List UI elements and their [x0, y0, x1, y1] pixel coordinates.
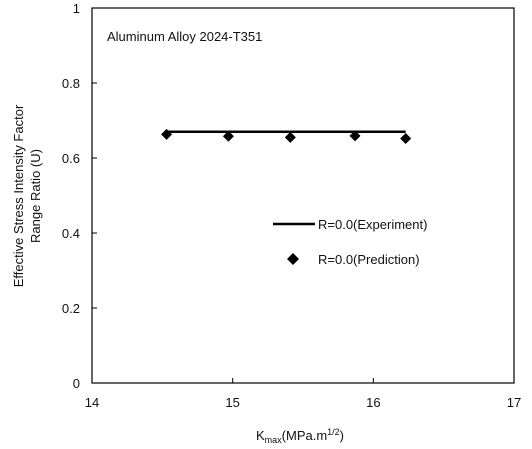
x-tick-label: 14: [85, 395, 99, 410]
legend-label-experiment: R=0.0(Experiment): [318, 217, 427, 232]
data-point-prediction: [349, 130, 361, 142]
y-tick-label: 0.8: [62, 76, 80, 91]
y-tick-label: 0: [73, 376, 80, 391]
x-axis-title-middle: (MPa.m: [282, 428, 328, 443]
y-tick-label: 0.6: [62, 151, 80, 166]
x-tick-label: 17: [507, 395, 521, 410]
legend: R=0.0(Experiment) R=0.0(Prediction): [273, 217, 427, 267]
data-point-prediction: [161, 128, 173, 140]
series-layer: [161, 128, 412, 144]
y-tick-label: 0.4: [62, 226, 80, 241]
data-point-prediction: [284, 131, 296, 143]
x-axis-title-superscript: 1/2: [327, 427, 340, 437]
y-axis-title-line2: Range Ratio (U): [28, 149, 43, 243]
y-axis-title-line1: Effective Stress Intensity Factor: [11, 104, 26, 287]
x-axis-title-suffix: ): [340, 428, 344, 443]
y-tick-label: 0.2: [62, 301, 80, 316]
x-axis-title: Kmax(MPa.m1/2): [256, 427, 344, 445]
x-axis-title-prefix: K: [256, 428, 265, 443]
legend-marker-prediction: [287, 253, 299, 265]
chart-annotation: Aluminum Alloy 2024-T351: [107, 29, 262, 44]
x-tick-label: 15: [225, 395, 239, 410]
plot-frame: [91, 7, 515, 384]
axis-ticks: 14 15 16 17 0 0.2 0.4 0.6 0.8 1: [62, 1, 521, 410]
x-axis-title-subscript: max: [265, 435, 283, 445]
y-tick-label: 1: [73, 1, 80, 16]
legend-label-prediction: R=0.0(Prediction): [318, 252, 420, 267]
x-tick-label: 16: [366, 395, 380, 410]
data-point-prediction: [222, 130, 234, 142]
data-point-prediction: [400, 133, 412, 144]
